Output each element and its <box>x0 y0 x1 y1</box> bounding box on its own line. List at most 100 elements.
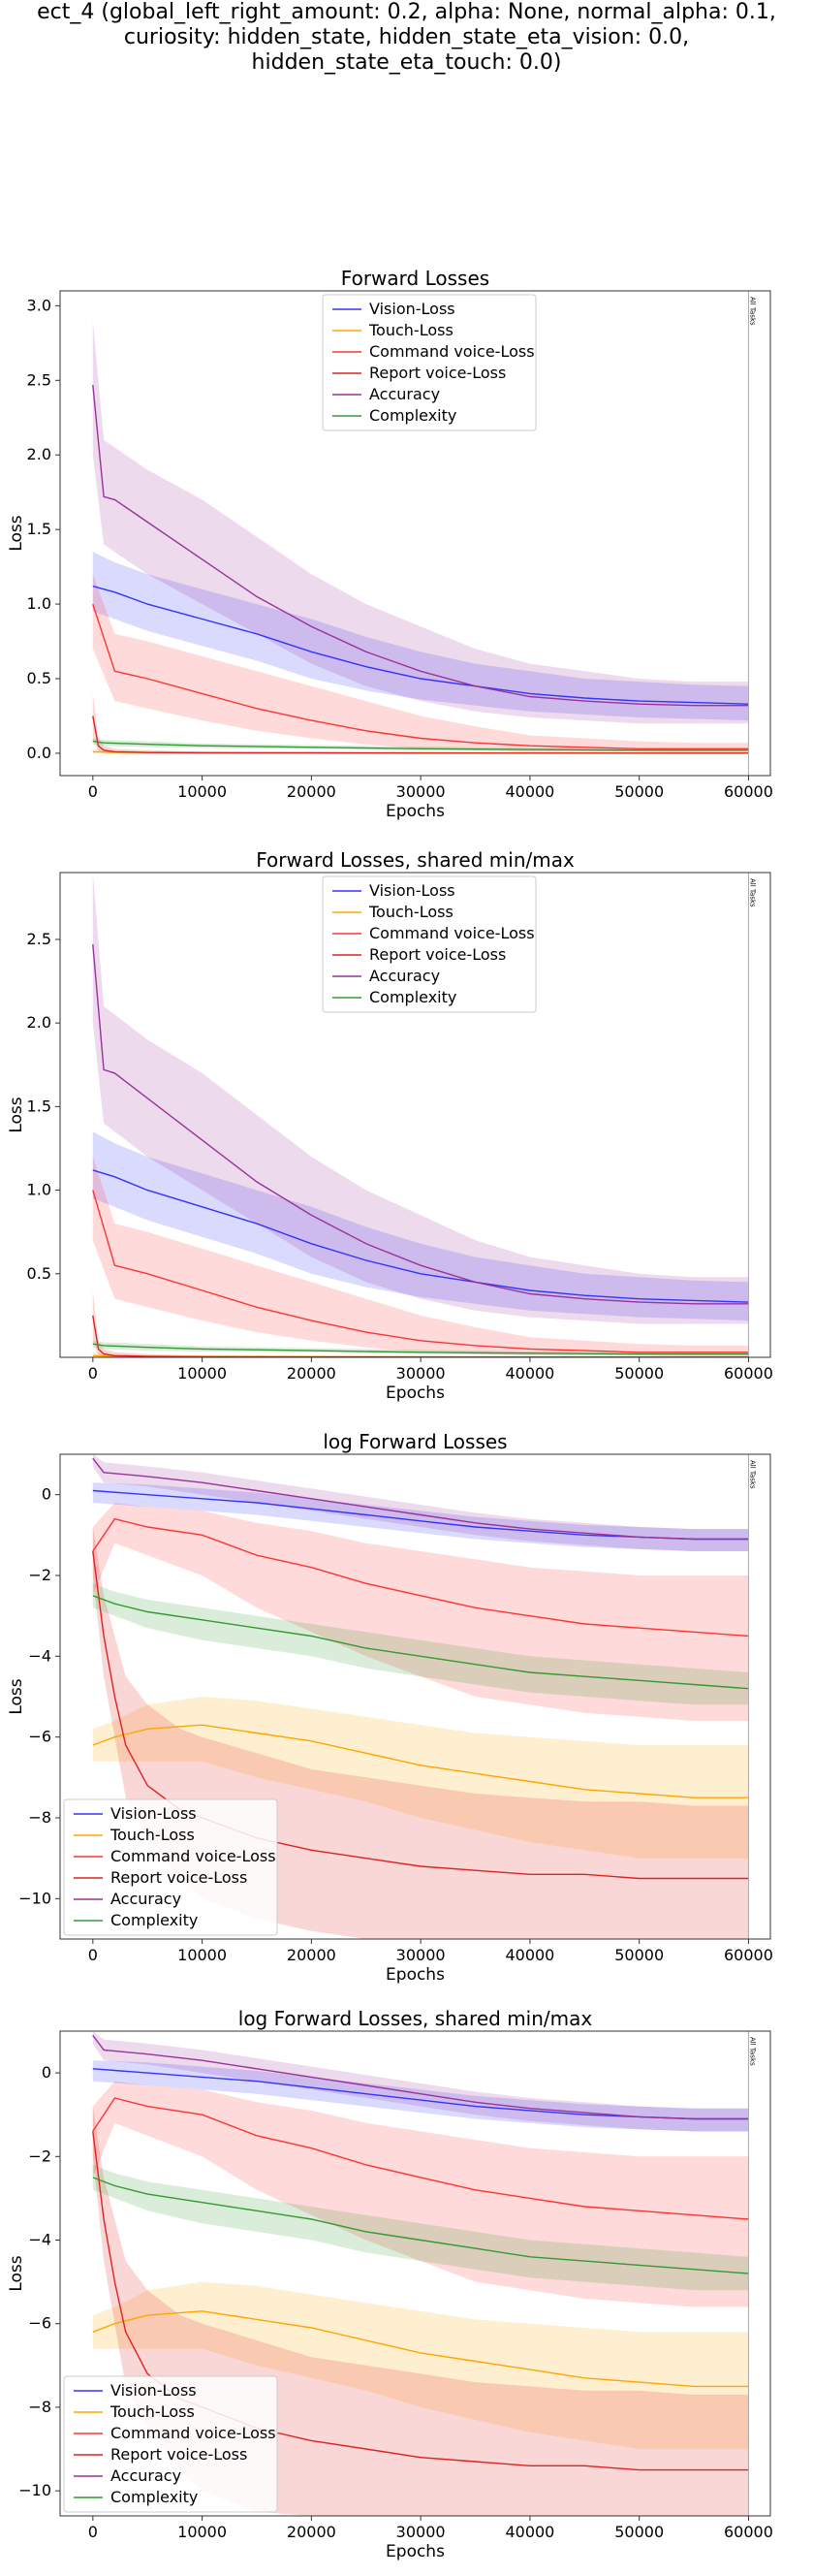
y-tick-label: −4 <box>28 1646 51 1665</box>
all-tasks-label: All Tasks <box>748 297 756 326</box>
all-tasks-label: All Tasks <box>748 1460 756 1489</box>
legend-label-vision-loss: Vision-Loss <box>110 1804 197 1823</box>
x-tick-label: 30000 <box>396 2523 446 2541</box>
series-line-complexity <box>92 1595 749 1690</box>
band-complexity <box>92 2164 749 2291</box>
x-tick-label: 10000 <box>177 1364 227 1383</box>
series-line-complexity <box>92 2177 749 2274</box>
x-tick-label: 10000 <box>177 2523 227 2541</box>
legend: Vision-Loss Touch-Loss Command voice-Loss R… <box>63 1798 278 1936</box>
legend-label-complexity: Complexity <box>369 988 456 1006</box>
x-axis-label: Epochs <box>386 802 445 821</box>
legend-label-accuracy: Accuracy <box>110 1890 181 1908</box>
band-accuracy <box>92 1454 749 1551</box>
y-tick-label: −10 <box>18 1889 51 1907</box>
legend-label-accuracy: Accuracy <box>110 2466 181 2485</box>
y-axis-label: Loss <box>7 1678 26 1714</box>
series-line-command-voice-loss <box>92 603 749 749</box>
series-line-command-voice-loss <box>92 1517 749 1638</box>
x-tick-label: 40000 <box>505 782 554 801</box>
legend-label-accuracy: Accuracy <box>369 385 440 403</box>
band-vision-loss <box>92 1131 749 1321</box>
series-line-command-voice-loss <box>92 2097 749 2220</box>
legend-label-command-voice-loss: Command voice-Loss <box>369 924 535 942</box>
legend: Vision-Loss Touch-Loss Command voice-Loss R… <box>63 2375 278 2513</box>
y-tick-label: 1.0 <box>27 594 51 613</box>
series-line-accuracy <box>92 1457 749 1541</box>
x-tick-label: 10000 <box>177 1946 227 1964</box>
x-axis-label: Epochs <box>386 1965 445 1985</box>
chart-title: log Forward Losses <box>323 1430 507 1453</box>
legend-label-complexity: Complexity <box>110 1911 198 1929</box>
band-command-voice-loss <box>92 1503 749 1721</box>
series-line-complexity <box>92 1343 749 1355</box>
series-line-complexity <box>92 740 749 751</box>
y-axis-label: Loss <box>7 515 26 551</box>
band-vision-loss <box>92 2060 749 2132</box>
legend-label-complexity: Complexity <box>369 406 456 425</box>
y-tick-label: −6 <box>28 1728 51 1746</box>
suptitle-line-2: curiosity: hidden_state, hidden_state_et… <box>123 25 690 49</box>
x-tick-label: 10000 <box>177 782 227 801</box>
y-tick-label: 2.5 <box>27 930 51 948</box>
legend-label-touch-loss: Touch-Loss <box>109 1826 195 1844</box>
y-tick-label: 1.5 <box>27 520 51 538</box>
legend-box <box>322 875 537 1013</box>
y-tick-label: −8 <box>28 1808 51 1827</box>
legend: Vision-Loss Touch-Loss Command voice-Loss R… <box>322 294 537 431</box>
plot-frame <box>59 872 771 1358</box>
legend-box <box>63 1798 278 1936</box>
figure-suptitle: ect_4 (global_left_right_amount: 0.2, al… <box>0 0 813 76</box>
x-tick-label: 60000 <box>724 2523 773 2541</box>
x-tick-label: 30000 <box>396 1364 446 1383</box>
legend-box <box>63 2375 278 2513</box>
chart-forward-losses: Forward Losses All Tasks 0 10000 20000 30000 4… <box>7 267 773 821</box>
plot-frame <box>59 2030 771 2517</box>
x-tick-label: 0 <box>88 782 98 801</box>
chart-title: Forward Losses, shared min/max <box>256 848 575 872</box>
legend-label-report-voice-loss: Report voice-Loss <box>110 1868 247 1887</box>
series-line-vision-loss <box>92 585 749 705</box>
x-axis-label: Epochs <box>386 2542 445 2561</box>
x-tick-label: 60000 <box>724 782 773 801</box>
legend-label-command-voice-loss: Command voice-Loss <box>110 1847 276 1865</box>
y-tick-label: −10 <box>18 2481 51 2499</box>
all-tasks-label: All Tasks <box>748 2037 756 2066</box>
x-tick-label: 0 <box>88 2523 98 2541</box>
legend-label-vision-loss: Vision-Loss <box>369 300 455 318</box>
chart-log-forward-losses-shared: log Forward Losses, shared min/max All Ta… <box>7 2007 773 2561</box>
y-tick-label: 2.5 <box>27 370 51 389</box>
band-vision-loss <box>92 552 749 721</box>
y-tick-label: 1.0 <box>27 1181 51 1199</box>
legend-box <box>322 294 537 431</box>
series-line-report-voice-loss <box>92 2131 749 2471</box>
chart-title: Forward Losses <box>341 267 489 290</box>
legend-label-touch-loss: Touch-Loss <box>368 903 453 921</box>
x-tick-label: 20000 <box>287 1364 336 1383</box>
legend-label-report-voice-loss: Report voice-Loss <box>369 364 506 382</box>
plot-frame <box>59 1453 771 1940</box>
series-line-touch-loss <box>92 1724 749 1798</box>
series-line-accuracy <box>92 2034 749 2120</box>
y-tick-label: 2.0 <box>27 1013 51 1032</box>
band-complexity <box>92 1340 749 1356</box>
y-tick-label: 0 <box>42 2063 51 2082</box>
y-axis-label: Loss <box>7 1097 26 1132</box>
x-tick-label: 60000 <box>724 1364 773 1383</box>
chart-title: log Forward Losses, shared min/max <box>238 2007 593 2030</box>
series-line-report-voice-loss <box>92 1550 749 1880</box>
legend-label-complexity: Complexity <box>110 2488 198 2506</box>
band-touch-loss <box>92 1697 749 1859</box>
suptitle-line-3: hidden_state_eta_touch: 0.0) <box>251 50 562 75</box>
legend-label-command-voice-loss: Command voice-Loss <box>369 342 535 361</box>
y-axis-label: Loss <box>7 2255 26 2291</box>
legend-label-touch-loss: Touch-Loss <box>109 2402 195 2421</box>
x-tick-label: 50000 <box>614 2523 664 2541</box>
y-tick-label: 1.5 <box>27 1097 51 1115</box>
y-tick-label: 0 <box>42 1485 51 1504</box>
all-tasks-label: All Tasks <box>748 878 756 907</box>
legend: Vision-Loss Touch-Loss Command voice-Loss R… <box>322 875 537 1013</box>
y-tick-label: −6 <box>28 2314 51 2333</box>
y-tick-label: −2 <box>28 2147 51 2165</box>
y-tick-label: −8 <box>28 2398 51 2416</box>
